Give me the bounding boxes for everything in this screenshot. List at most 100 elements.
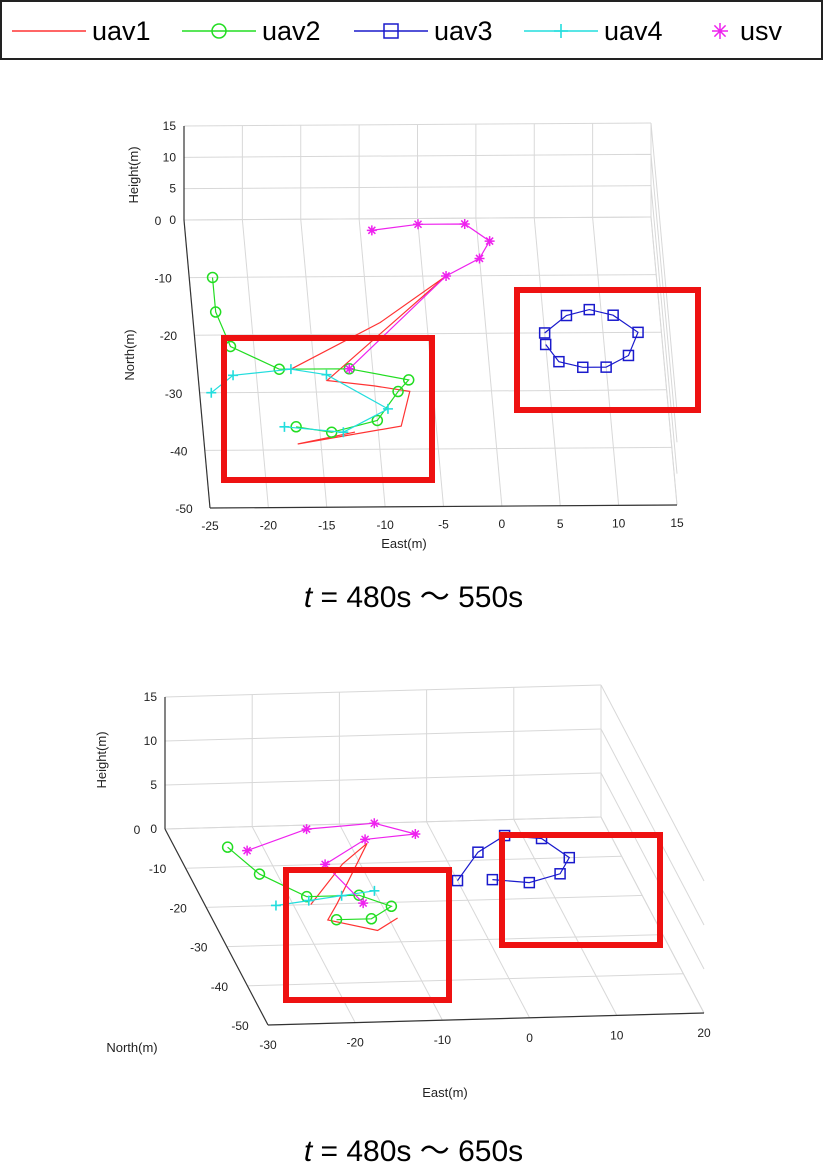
series-uav4 (270, 885, 380, 911)
point-usv (484, 236, 495, 247)
caption-1: t = 480s ～ 550s (0, 572, 827, 616)
caption-2-to: 650s (458, 1135, 524, 1168)
legend-label-usv: usv (740, 16, 783, 46)
point-usv (413, 219, 424, 230)
x-tick-label: -20 (347, 1036, 365, 1050)
caption-2-var: t (303, 1135, 313, 1168)
z-tick-label: 0 (150, 822, 157, 836)
highlight-box-2 (499, 832, 663, 948)
legend-item-uav2: uav2 (180, 12, 340, 50)
x-tick-label: 5 (557, 517, 564, 531)
x-axis-label: East(m) (381, 536, 427, 551)
grid-line-x (358, 218, 386, 507)
legend-marker-usv (712, 23, 728, 39)
caption-2-from: 480s (346, 1135, 412, 1168)
series-uav2 (206, 271, 415, 439)
chart-2: -30 -20 -10 0 10 20 0 -10 -20 -30 -40 -50 0 5 10 15 East… (94, 684, 711, 1100)
point-uav3 (451, 874, 464, 887)
y-tick-label: -20 (160, 329, 178, 343)
series-uav4 (206, 364, 393, 438)
grid-line-z (164, 684, 602, 698)
caption-1-sep: ～ (419, 581, 450, 614)
z-axis-label: Height(m) (126, 146, 141, 203)
grid-line-y (194, 331, 662, 336)
x-tick-label: -25 (201, 519, 219, 533)
point-uav2 (371, 414, 384, 427)
legend-swatch-uav2 (182, 23, 256, 39)
series-line-uav3 (544, 308, 639, 368)
legend-item-uav1: uav1 (10, 12, 170, 50)
y-axis (164, 828, 269, 1026)
x-tick-label: -10 (376, 518, 394, 532)
x-axis-label: East(m) (422, 1085, 468, 1100)
legend-marker-uav4 (554, 24, 568, 38)
grid-line-z (164, 728, 602, 742)
point-uav3 (577, 361, 589, 374)
z-tick-label: 10 (163, 150, 177, 164)
point-uav2 (365, 913, 378, 925)
series-line-uav2 (211, 277, 410, 433)
chart-panel-1: -25 -20 -15 -10 -5 0 5 10 15 0 -10 -20 -30 -40 -50 0 5 10… (0, 100, 827, 570)
point-usv (474, 253, 485, 264)
point-uav3 (607, 309, 619, 321)
grid-line-y (204, 446, 672, 451)
z-tick-label: 5 (169, 182, 176, 196)
point-uav4 (338, 427, 349, 438)
legend-item-uav4: uav4 (522, 12, 682, 50)
x-tick-label: -5 (438, 518, 449, 532)
point-uav3 (554, 868, 566, 880)
point-usv (242, 845, 253, 856)
grid-line-z (164, 816, 602, 830)
legend-label-uav1: uav1 (92, 16, 151, 46)
point-uav2 (273, 363, 285, 375)
grid-line-z (164, 772, 602, 786)
grid-line-side (650, 122, 678, 412)
y-tick-label: -40 (211, 980, 229, 994)
z-axis-label: Height(m) (94, 731, 109, 788)
x-axis (209, 504, 678, 509)
point-uav3 (622, 349, 635, 362)
point-usv (344, 363, 355, 374)
series-uav1 (310, 842, 398, 932)
axes-1: -25 -20 -15 -10 -5 0 5 10 150-10-20-30-40-500510… (122, 119, 684, 551)
series-uav1 (290, 275, 447, 445)
series-line-uav1 (290, 275, 447, 445)
axes-2: -30 -20 -10 0 10 20 0 -10 -20 -30 -40 -50 0 5 10 15 East… (94, 690, 711, 1100)
grid-line-y (189, 274, 657, 279)
grid-line-side (600, 816, 705, 1014)
point-uav4 (279, 421, 290, 432)
x-tick-label: -20 (260, 519, 278, 533)
y-axis-label: North(m) (106, 1040, 157, 1055)
point-uav3 (563, 851, 576, 864)
caption-1-var: t (303, 581, 313, 614)
point-usv (410, 829, 421, 840)
point-uav2 (385, 900, 398, 913)
point-uav4 (321, 369, 332, 380)
point-uav3 (583, 303, 596, 316)
grid-line-side (650, 216, 678, 506)
series-line-uav2 (227, 846, 393, 921)
y-tick-label: -30 (165, 387, 183, 401)
grid-line-y (247, 973, 684, 987)
legend-swatch-uav3 (354, 23, 428, 39)
y-tick-label: -10 (155, 272, 173, 286)
y-tick-label: -50 (231, 1019, 249, 1033)
point-uav3 (472, 846, 484, 858)
point-uav2 (402, 374, 415, 386)
grid-line-x (475, 218, 503, 507)
point-uav2 (330, 913, 343, 926)
grid-line-x (241, 219, 269, 508)
legend-swatch-uav4 (524, 24, 598, 38)
x-tick-label: 15 (670, 516, 684, 530)
grid-line-side (600, 728, 705, 926)
series-line-uav1 (310, 842, 398, 932)
grid-line-side (600, 772, 705, 970)
grid-line-side (650, 154, 678, 443)
highlight-box-1 (283, 867, 452, 1003)
point-uav2 (290, 421, 302, 433)
point-uav2 (325, 426, 338, 439)
legend-marker-uav3 (383, 23, 399, 39)
point-uav2 (253, 868, 266, 880)
caption-1-to: 550s (458, 581, 524, 614)
x-tick-label: 10 (610, 1028, 624, 1042)
